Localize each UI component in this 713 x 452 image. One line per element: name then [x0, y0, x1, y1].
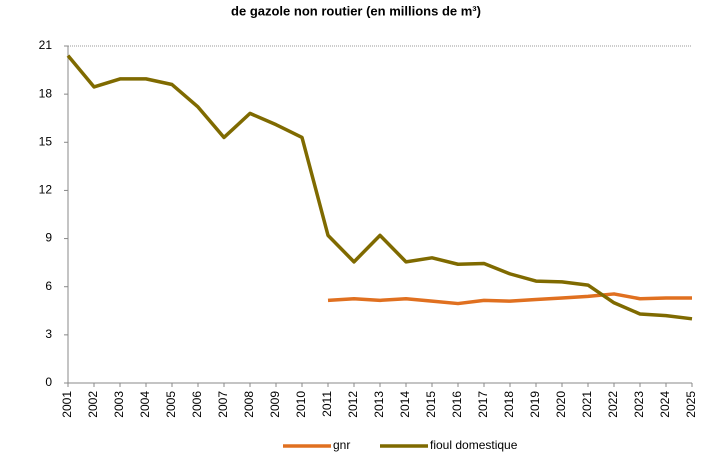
x-tick-label: 2023: [632, 391, 646, 418]
chart-title: de gazole non routier (en millions de m³…: [231, 3, 481, 18]
x-tick-label: 2017: [476, 391, 490, 418]
x-tick-label: 2010: [294, 391, 308, 418]
x-tick-label: 2012: [346, 391, 360, 418]
y-tick-label: 15: [39, 134, 53, 148]
legend-label: fioul domestique: [430, 438, 518, 452]
x-tick-label: 2013: [372, 391, 386, 418]
y-tick-label: 18: [39, 86, 53, 100]
y-tick-label: 21: [39, 38, 53, 52]
x-tick-label: 2024: [658, 391, 672, 418]
x-tick-label: 2004: [138, 391, 152, 418]
x-tick-label: 2014: [398, 391, 412, 418]
y-tick-label: 3: [45, 327, 52, 341]
series-line: [327, 292, 692, 306]
x-tick-label: 2018: [502, 391, 516, 418]
x-tick-label: 2015: [424, 391, 438, 418]
x-tick-label: 2019: [528, 391, 542, 418]
x-tick-label: 2011: [320, 391, 334, 417]
series-line: [66, 54, 693, 321]
x-tick-label: 2005: [164, 391, 178, 418]
x-tick-label: 2006: [190, 391, 204, 418]
x-tick-label: 2003: [112, 391, 126, 418]
x-tick-label: 2020: [554, 391, 568, 418]
y-tick-label: 12: [39, 183, 53, 197]
x-tick-label: 2021: [580, 391, 594, 418]
x-tick-label: 2007: [216, 391, 230, 418]
x-tick-label: 2022: [606, 391, 620, 418]
y-tick-label: 6: [45, 279, 52, 293]
y-tick-label: 9: [45, 231, 52, 245]
x-tick-label: 2025: [684, 391, 698, 418]
x-tick-label: 2016: [450, 391, 464, 418]
legend-label: gnr: [333, 438, 350, 452]
x-tick-label: 2008: [242, 391, 256, 418]
x-tick-label: 2002: [86, 391, 100, 418]
x-tick-label: 2009: [268, 391, 282, 418]
y-tick-label: 0: [45, 375, 52, 389]
x-tick-label: 2001: [60, 391, 74, 418]
